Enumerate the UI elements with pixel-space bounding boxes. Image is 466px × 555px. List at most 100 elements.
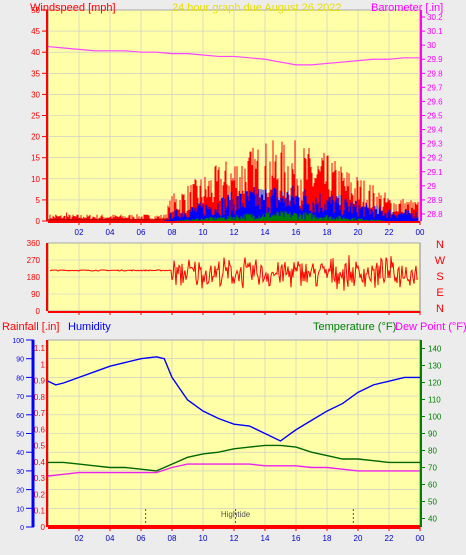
- dewpoint-line: [47, 463, 420, 477]
- direction-compass-label: N: [436, 239, 444, 251]
- time-tick-label: 10: [199, 534, 208, 543]
- rain-ytick-label: 0.4: [34, 458, 46, 467]
- direction-ytick-label: 270: [27, 256, 41, 265]
- direction-compass-label: S: [436, 271, 443, 283]
- direction-compass-label: W: [435, 255, 446, 267]
- rainfall-title: Rainfall [.in]: [2, 321, 60, 333]
- wind-ytick-label: 5: [36, 196, 41, 205]
- baro-ytick-label: 29: [427, 182, 436, 191]
- wind-ytick-label: 35: [31, 69, 40, 78]
- rain-ytick-label: 0.6: [34, 425, 46, 434]
- baro-ytick-label: 28.9: [427, 196, 443, 205]
- wind-band-min: [175, 211, 386, 221]
- baro-ytick-label: 30.2: [427, 13, 443, 22]
- time-tick-label: 02: [75, 228, 84, 237]
- barometer-title: Barometer [.in]: [371, 2, 444, 14]
- hightide-label: Hightide: [221, 510, 251, 519]
- temp-ytick-label: 100: [428, 413, 442, 422]
- time-tick-label: 18: [323, 534, 332, 543]
- baro-ytick-label: 29.6: [427, 97, 443, 106]
- wind-ytick-label: 20: [31, 133, 40, 142]
- baro-ytick-label: 30.1: [427, 27, 443, 36]
- time-tick-label: 02: [75, 534, 84, 543]
- humidity-ytick-label: 60: [16, 413, 24, 420]
- temp-ytick-label: 50: [428, 498, 437, 507]
- rain-ytick-label: 0.5: [34, 442, 46, 451]
- rain-ytick-label: 0.8: [34, 393, 46, 402]
- rain-ytick-label: 1.1: [34, 344, 46, 353]
- temp-ytick-label: 140: [428, 345, 442, 354]
- baro-ytick-label: 29.7: [427, 83, 443, 92]
- baro-ytick-label: 29.9: [427, 55, 443, 64]
- baro-ytick-label: 30: [427, 41, 436, 50]
- rain-ytick-label: 0: [41, 523, 46, 532]
- wind-ytick-label: 0: [36, 217, 41, 226]
- humidity-line: [47, 356, 420, 442]
- time-tick-label: 16: [292, 534, 301, 543]
- direction-compass-label: N: [436, 303, 444, 315]
- wind-ytick-label: 30: [31, 90, 40, 99]
- direction-ytick-label: 360: [27, 239, 41, 248]
- time-tick-label: 12: [230, 228, 239, 237]
- temp-ytick-label: 70: [428, 464, 437, 473]
- humidity-ytick-label: 70: [16, 394, 24, 401]
- wind-title: Windspeed [mph]: [30, 2, 116, 14]
- baro-ytick-label: 29.2: [427, 154, 443, 163]
- direction-ytick-label: 0: [36, 307, 41, 316]
- temp-ytick-label: 60: [428, 481, 437, 490]
- time-tick-label: 08: [168, 534, 177, 543]
- direction-ytick-label: 180: [27, 273, 41, 282]
- time-tick-label: 18: [323, 228, 332, 237]
- rain-ytick-label: 0.7: [34, 409, 46, 418]
- time-tick-label: 14: [261, 228, 270, 237]
- humidity-ytick-label: 20: [16, 488, 24, 495]
- baro-ytick-label: 29.4: [427, 126, 443, 135]
- time-tick-label: 10: [199, 228, 208, 237]
- time-tick-label: 14: [261, 534, 270, 543]
- humidity-title: Humidity: [68, 321, 111, 333]
- humidity-ytick-label: 30: [16, 469, 24, 476]
- time-tick-label: 20: [354, 534, 363, 543]
- wind-ytick-label: 50: [31, 6, 40, 15]
- time-tick-label: 06: [137, 228, 146, 237]
- dewpoint-title: Dew Point (°F): [395, 321, 466, 333]
- temp-ytick-label: 130: [428, 362, 442, 371]
- temp-ytick-label: 90: [428, 430, 437, 439]
- temp-ytick-label: 80: [428, 447, 437, 456]
- baro-ytick-label: 29.3: [427, 140, 443, 149]
- wind-ytick-label: 15: [31, 154, 40, 163]
- time-tick-label: 04: [106, 228, 115, 237]
- humidity-ytick-label: 10: [16, 506, 24, 513]
- wind-ytick-label: 45: [31, 27, 40, 36]
- time-tick-label: 06: [137, 534, 146, 543]
- time-tick-label: 00: [416, 534, 425, 543]
- rain-ytick-label: 0.3: [34, 474, 46, 483]
- time-tick-label: 00: [416, 228, 425, 237]
- rain-ytick-label: 0.1: [34, 507, 46, 516]
- time-tick-label: 12: [230, 534, 239, 543]
- wind-ytick-label: 25: [31, 112, 40, 121]
- temp-ytick-label: 110: [428, 396, 441, 405]
- humidity-ytick-label: 50: [16, 432, 24, 439]
- baro-ytick-label: 28.8: [427, 210, 443, 219]
- temperature-line: [48, 444, 420, 472]
- time-tick-label: 16: [292, 228, 301, 237]
- baro-ytick-label: 29.5: [427, 112, 443, 121]
- baro-ytick-label: 29.8: [427, 69, 443, 78]
- rain-ytick-label: 0.2: [34, 490, 46, 499]
- rain-ytick-label: 1: [41, 360, 46, 369]
- temp-ytick-label: 40: [428, 515, 437, 524]
- time-tick-label: 22: [385, 228, 394, 237]
- barometer-line: [47, 45, 420, 66]
- humidity-ytick-label: 0: [20, 525, 24, 532]
- time-tick-label: 08: [168, 228, 177, 237]
- direction-line: [49, 255, 419, 291]
- time-tick-label: 20: [354, 228, 363, 237]
- humidity-ytick-label: 40: [16, 450, 24, 457]
- temp-ytick-label: 120: [428, 379, 442, 388]
- humidity-ytick-label: 100: [12, 338, 24, 345]
- time-tick-label: 22: [385, 534, 394, 543]
- humidity-ytick-label: 90: [16, 357, 24, 364]
